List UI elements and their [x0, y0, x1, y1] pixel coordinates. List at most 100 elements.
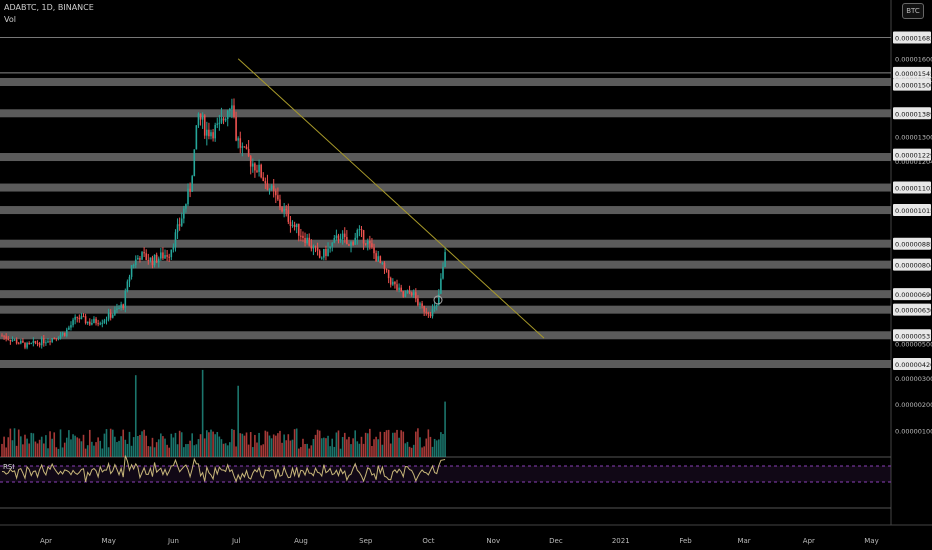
volume-bar	[417, 428, 419, 457]
candle-body	[243, 146, 246, 148]
candle-body	[360, 229, 363, 231]
candle-body	[285, 209, 288, 211]
candle-body	[325, 248, 327, 256]
candle-body	[5, 336, 7, 339]
volume-bar	[308, 448, 311, 457]
volume-bar	[362, 443, 365, 457]
volume-bar	[327, 435, 329, 457]
candle-body	[170, 249, 173, 258]
trendline	[237, 58, 545, 339]
candle-body	[281, 207, 283, 212]
volume-bar	[371, 445, 373, 457]
candle-body	[168, 256, 170, 258]
volume-bar	[266, 431, 269, 457]
volume-bar	[191, 433, 193, 457]
volume-bar	[283, 434, 285, 457]
candle-body	[417, 298, 419, 306]
volume-bar	[239, 433, 242, 457]
candle-body	[86, 321, 89, 324]
volume-bar	[310, 445, 313, 457]
volume-bar	[314, 434, 317, 457]
volume-bar	[160, 433, 162, 457]
volume-bar	[99, 440, 102, 457]
price-label: 0.00001229	[895, 152, 932, 160]
volume-bar	[84, 448, 87, 457]
price-label-box	[893, 66, 931, 79]
time-label: Jul	[231, 537, 241, 545]
volume-bar	[335, 432, 338, 457]
candle-body	[153, 254, 156, 266]
volume-bar	[381, 444, 384, 457]
currency-badge[interactable]: BTC	[902, 3, 924, 19]
volume-bar	[214, 434, 216, 457]
candle-body	[216, 123, 219, 125]
candle-body	[254, 163, 256, 171]
volume-bar	[433, 438, 436, 457]
candle-body	[55, 338, 58, 340]
candle-body	[122, 304, 125, 308]
candle-body	[78, 317, 81, 320]
price-label: 0.00000690	[895, 291, 932, 299]
candle-body	[164, 255, 166, 259]
candle-body	[93, 318, 95, 323]
candle-body	[392, 281, 394, 285]
volume-bar	[224, 443, 227, 457]
candle-body	[126, 281, 129, 292]
time-label: Mar	[737, 537, 750, 545]
candle-body	[107, 312, 110, 320]
candle-body	[279, 199, 281, 208]
volume-bar	[70, 439, 72, 457]
candle-body	[362, 230, 365, 244]
candle-body	[385, 269, 388, 271]
volume-bar	[11, 440, 14, 457]
candle-body	[84, 316, 87, 324]
candle-body	[373, 247, 375, 254]
volume-bar	[43, 443, 45, 457]
time-label: Sep	[359, 537, 373, 545]
time-label: May	[101, 537, 115, 545]
time-label: Oct	[422, 537, 434, 545]
candle-body	[157, 258, 160, 263]
volume-bar	[17, 429, 20, 457]
candle-body	[337, 235, 340, 241]
candle-body	[277, 195, 279, 200]
volume-bar	[379, 431, 382, 457]
volume-bar	[364, 432, 367, 457]
candle-body	[155, 254, 158, 263]
volume-bar	[145, 435, 148, 457]
volume-bar	[180, 432, 183, 457]
candle-body	[206, 129, 208, 136]
volume-bar	[122, 429, 125, 457]
volume-bar	[410, 447, 413, 457]
candle-body	[369, 241, 371, 244]
price-label: 0.00000531	[895, 332, 932, 340]
rsi-label: RSI	[3, 463, 15, 471]
volume-bar	[218, 436, 221, 457]
volume-bar	[82, 434, 85, 457]
volume-bar	[387, 429, 390, 457]
candle-body	[404, 293, 407, 297]
candle-body	[410, 292, 413, 296]
volume-bar	[47, 448, 49, 457]
volume-bar	[155, 442, 158, 457]
candle-body	[308, 237, 311, 246]
candle-body	[241, 146, 244, 148]
volume-bar	[404, 443, 407, 457]
volume-bar	[350, 444, 352, 457]
candle-body	[22, 340, 24, 343]
volume-bar	[199, 434, 202, 457]
candle-body	[63, 332, 66, 336]
candle-body	[389, 278, 392, 285]
volume-bar	[260, 445, 262, 457]
volume-bar	[34, 441, 37, 457]
volume-bar	[51, 438, 53, 457]
volume-bar	[61, 447, 64, 457]
candle-body	[268, 189, 271, 191]
volume-bar	[254, 434, 256, 457]
volume-bar	[293, 429, 296, 457]
candle-body	[26, 343, 28, 348]
candle-body	[233, 105, 235, 117]
candle-body	[3, 335, 5, 337]
volume-bar	[396, 429, 398, 457]
candle-body	[76, 316, 79, 318]
